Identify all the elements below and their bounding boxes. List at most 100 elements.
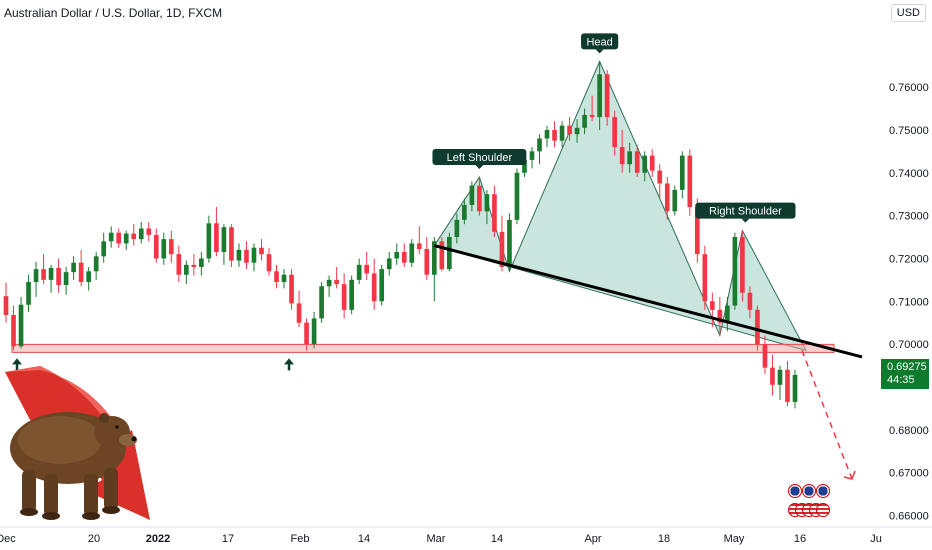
- candle: [792, 369, 798, 409]
- candle-body: [296, 303, 302, 323]
- candle: [597, 61, 602, 130]
- candle-body: [710, 301, 715, 310]
- candle-body: [604, 74, 610, 118]
- candle-body: [717, 309, 723, 323]
- x-tick-label: Mar: [427, 533, 446, 545]
- currency-button[interactable]: USD: [890, 4, 926, 22]
- candle: [710, 292, 715, 327]
- y-tick-label: 0.71000: [889, 296, 929, 308]
- candle: [416, 226, 422, 255]
- label-text: Right Shoulder: [709, 206, 782, 218]
- candle: [529, 147, 535, 169]
- candle-body: [649, 155, 655, 171]
- candle: [71, 256, 76, 280]
- candle-body: [619, 147, 625, 165]
- projection-arrowhead: [843, 470, 856, 480]
- candle: [777, 365, 783, 400]
- candle: [589, 95, 595, 122]
- candle: [138, 222, 144, 244]
- candle-body: [394, 252, 400, 259]
- candle: [379, 264, 385, 306]
- candle: [101, 232, 107, 263]
- y-tick-label: 0.76000: [889, 82, 929, 94]
- candle: [747, 286, 753, 319]
- candle: [732, 232, 738, 310]
- label-box: [695, 202, 796, 219]
- label-text: Head: [586, 36, 612, 48]
- candle: [123, 230, 129, 250]
- bear-ear: [99, 413, 109, 423]
- candle: [244, 241, 249, 270]
- candle: [762, 335, 768, 375]
- candle-body: [26, 281, 31, 305]
- candle-body: [281, 274, 287, 282]
- candle: [86, 267, 91, 291]
- us-flag-icon[interactable]: [816, 503, 830, 517]
- au-flag-icon[interactable]: [816, 484, 830, 498]
- candle: [184, 260, 189, 285]
- candle-body: [108, 232, 114, 242]
- label-box: [581, 33, 619, 50]
- au-flag-icon[interactable]: [788, 484, 802, 498]
- candle: [634, 144, 640, 178]
- candle: [544, 125, 550, 148]
- candle: [229, 224, 234, 267]
- candle: [364, 252, 370, 280]
- candle-body: [214, 223, 219, 253]
- candle: [717, 296, 723, 336]
- candle: [93, 252, 99, 280]
- candle-body: [131, 233, 137, 240]
- candle-body: [507, 219, 512, 267]
- x-tick-label: 16: [794, 533, 806, 545]
- candle-body: [176, 254, 182, 275]
- bear-paw: [102, 506, 120, 514]
- candle-body: [582, 114, 587, 128]
- y-tick-label: 0.72000: [889, 253, 929, 265]
- candle: [507, 213, 512, 272]
- candle-body: [371, 273, 377, 302]
- candle: [311, 311, 317, 349]
- bear-leg: [84, 474, 98, 516]
- neckline: [433, 244, 863, 359]
- y-tick-label: 0.73000: [889, 211, 929, 223]
- candle-body: [492, 194, 497, 232]
- candle: [56, 258, 61, 293]
- label-pointer: [595, 49, 604, 54]
- bear-illustration: [5, 366, 150, 520]
- candle-body: [236, 249, 242, 261]
- au-flag-icon[interactable]: [802, 484, 816, 498]
- candle-body: [672, 189, 678, 212]
- candle-body: [364, 264, 370, 274]
- candle: [274, 264, 279, 289]
- candle: [161, 232, 167, 265]
- candle-body: [86, 271, 91, 282]
- bear-paw: [42, 512, 60, 520]
- candle: [740, 230, 745, 302]
- candle: [687, 149, 693, 216]
- candle: [679, 151, 685, 199]
- candle-body: [93, 256, 99, 272]
- candle: [289, 269, 294, 310]
- candle: [266, 247, 272, 276]
- candle: [259, 239, 264, 261]
- candle: [424, 237, 430, 280]
- candle-body: [597, 74, 602, 118]
- candle-body: [740, 237, 745, 293]
- candle-body: [770, 367, 775, 385]
- candle-body: [101, 241, 107, 257]
- candle-body: [589, 114, 595, 118]
- projection-arrow: [801, 350, 853, 480]
- candle-body: [289, 274, 294, 304]
- candle-body: [732, 237, 738, 306]
- candle-body: [71, 262, 76, 273]
- candle-body: [477, 185, 482, 212]
- candle-body: [349, 279, 354, 310]
- candle: [386, 252, 392, 276]
- candle: [567, 117, 572, 141]
- candle-body: [567, 125, 572, 135]
- candle-body: [41, 269, 46, 280]
- candle-body: [431, 241, 437, 275]
- bear-eye: [115, 425, 119, 429]
